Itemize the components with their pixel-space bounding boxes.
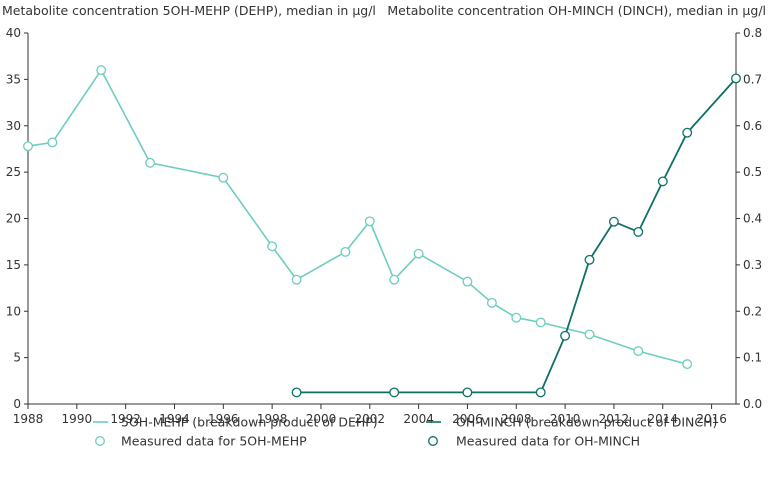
left-y-tick-label: 30 <box>6 119 21 133</box>
right-y-tick-label: 0.5 <box>743 165 762 179</box>
left-y-axis-ticks: 0 5 10 15 20 25 30 35 40 <box>6 26 28 411</box>
left-y-tick-label: 35 <box>6 72 21 86</box>
series-1-point <box>267 241 278 252</box>
x-tick-label: 2000 <box>306 412 337 426</box>
series-layer <box>23 65 741 398</box>
right-axis-title: Metabolite concentration OH-MINCH (DINCH… <box>387 3 766 18</box>
series-1-point <box>340 246 351 257</box>
series-1-point <box>511 312 522 323</box>
right-y-tick-label: 0.6 <box>743 119 762 133</box>
legend: 5OH-MEHP (breakdown product of DEHP) Meas… <box>93 415 717 449</box>
series-1-point <box>462 276 473 287</box>
left-y-tick-label: 40 <box>6 26 21 40</box>
series-2-point <box>657 176 668 187</box>
series-2-point <box>535 387 546 398</box>
x-tick-label: 2010 <box>550 412 581 426</box>
series-1-point <box>682 359 693 370</box>
x-tick-label: 1990 <box>62 412 93 426</box>
left-y-tick-label: 10 <box>6 304 21 318</box>
series-1-point <box>145 157 156 168</box>
left-y-tick-label: 20 <box>6 212 21 226</box>
series-2-point <box>462 387 473 398</box>
series-1-point <box>486 297 497 308</box>
x-tick-label: 2014 <box>647 412 678 426</box>
series-1-point <box>413 248 424 259</box>
x-tick-label: 1998 <box>257 412 288 426</box>
series-1-point <box>218 172 229 183</box>
legend-marker-swatch-2 <box>428 436 438 446</box>
left-y-tick-label: 15 <box>6 258 21 272</box>
legend-marker-swatch-1 <box>95 436 105 446</box>
x-tick-label: 2006 <box>452 412 483 426</box>
left-y-tick-label: 0 <box>13 397 21 411</box>
series-2-point <box>584 254 595 265</box>
legend-label-marker-1: Measured data for 5OH-MEHP <box>121 434 307 449</box>
series-2-point <box>682 127 693 138</box>
x-tick-label: 2016 <box>696 412 727 426</box>
x-tick-label: 1988 <box>13 412 44 426</box>
left-y-tick-label: 5 <box>13 351 21 365</box>
series-1-point <box>535 317 546 328</box>
series-1-point <box>389 274 400 285</box>
series-1-point <box>96 65 107 76</box>
x-axis-ticks: 1988 1990 1992 1994 1996 1998 2000 2002 2004 2006… <box>13 404 727 426</box>
series-2-point <box>608 216 619 227</box>
x-tick-label: 2012 <box>599 412 630 426</box>
right-y-tick-label: 0.8 <box>743 26 762 40</box>
x-tick-label: 2002 <box>355 412 386 426</box>
right-y-tick-label: 0.1 <box>743 351 762 365</box>
series-line-1 <box>27 68 688 365</box>
x-tick-label: 1992 <box>110 412 141 426</box>
series-line-2 <box>296 77 737 394</box>
series-1-point <box>23 141 33 152</box>
right-y-tick-label: 0.3 <box>743 258 762 272</box>
right-y-tick-label: 0.7 <box>743 72 762 86</box>
x-tick-label: 1994 <box>159 412 190 426</box>
series-1-point <box>633 346 644 357</box>
series-1-point <box>47 137 58 148</box>
x-tick-label: 1996 <box>208 412 239 426</box>
series-2-point <box>633 226 644 237</box>
left-axis-title: Metabolite concentration 5OH-MEHP (DEHP)… <box>2 3 376 18</box>
right-y-tick-label: 0.0 <box>743 397 762 411</box>
x-tick-label: 2008 <box>501 412 532 426</box>
series-2-point <box>291 387 302 398</box>
series-2-point <box>389 387 400 398</box>
left-y-tick-label: 25 <box>6 165 21 179</box>
right-y-axis-ticks: 0.0 0.1 0.2 0.3 0.4 0.5 0.6 0.7 0.8 <box>736 26 762 411</box>
series-1-point <box>584 329 595 340</box>
series-2-point <box>731 73 741 84</box>
right-y-tick-label: 0.2 <box>743 304 762 318</box>
legend-label-line-1: 5OH-MEHP (breakdown product of DEHP) <box>121 415 378 430</box>
right-y-tick-label: 0.4 <box>743 212 762 226</box>
legend-label-line-2: OH-MINCH (breakdown product of DINCH) <box>456 415 717 430</box>
series-2-point <box>560 330 571 341</box>
series-1-point <box>291 274 302 285</box>
series-1-point <box>364 216 375 227</box>
x-tick-label: 2004 <box>403 412 434 426</box>
legend-label-marker-2: Measured data for OH-MINCH <box>456 434 640 449</box>
